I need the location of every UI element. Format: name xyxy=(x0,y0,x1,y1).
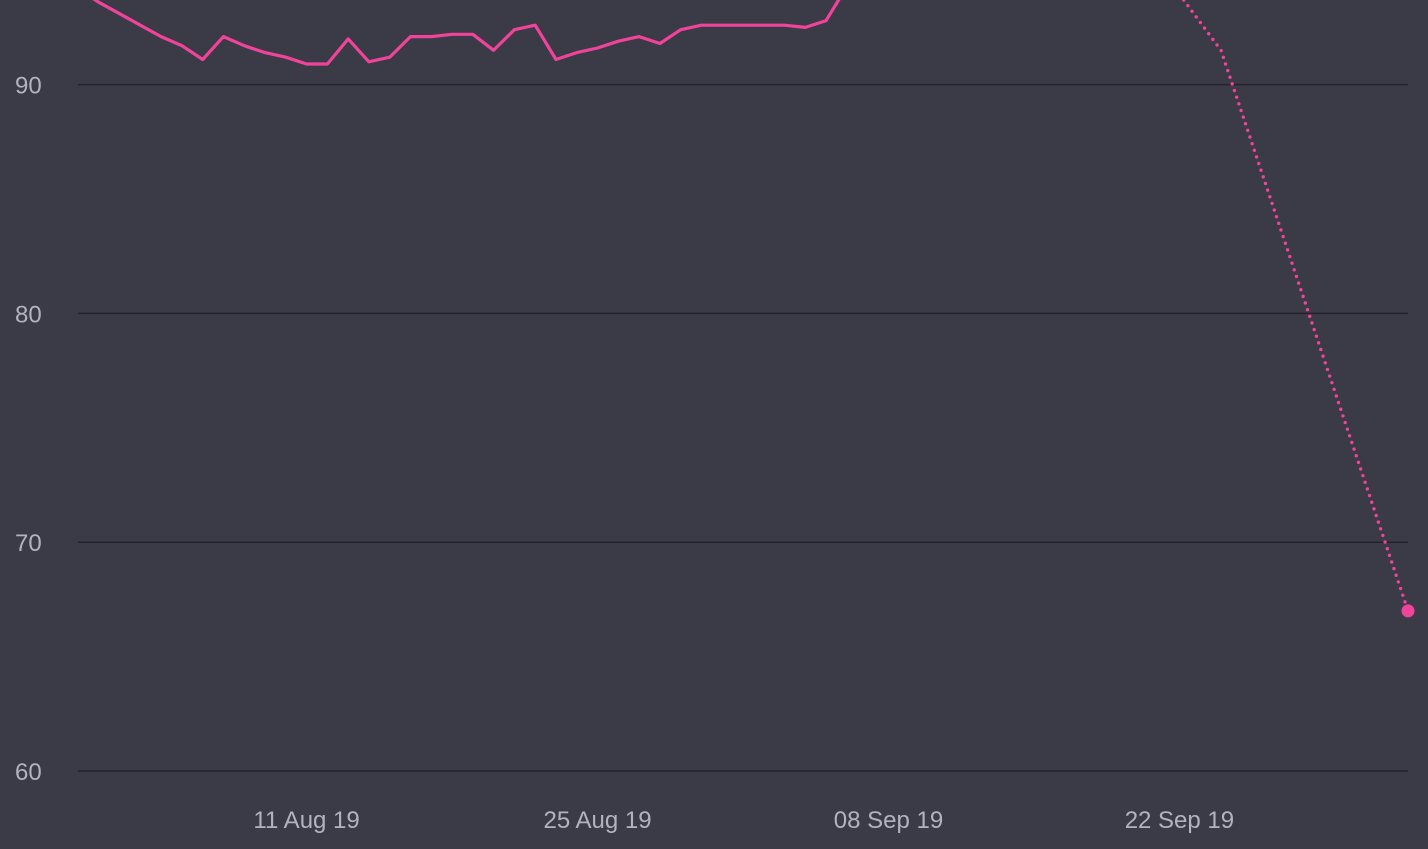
y-tick-label: 80 xyxy=(15,301,42,328)
x-tick-label: 25 Aug 19 xyxy=(543,807,651,834)
series-layer xyxy=(92,0,1415,618)
x-tick-label: 11 Aug 19 xyxy=(253,807,359,834)
forecast-dotted-line xyxy=(1181,0,1410,613)
gridlines xyxy=(78,83,1408,772)
forecast-end-point xyxy=(1401,604,1415,618)
series-line xyxy=(92,0,841,66)
x-tick-label: 22 Sep 19 xyxy=(1125,807,1234,834)
y-tick-label: 90 xyxy=(15,73,42,100)
y-tick-label: 70 xyxy=(15,530,42,557)
y-tick-label: 60 xyxy=(15,759,42,786)
x-tick-label: 08 Sep 19 xyxy=(834,807,943,834)
y-axis-tick-labels: 60 70 80 90 xyxy=(15,73,42,786)
x-axis-tick-labels: 11 Aug 19 25 Aug 19 08 Sep 19 22 Sep 19 xyxy=(253,807,1234,834)
